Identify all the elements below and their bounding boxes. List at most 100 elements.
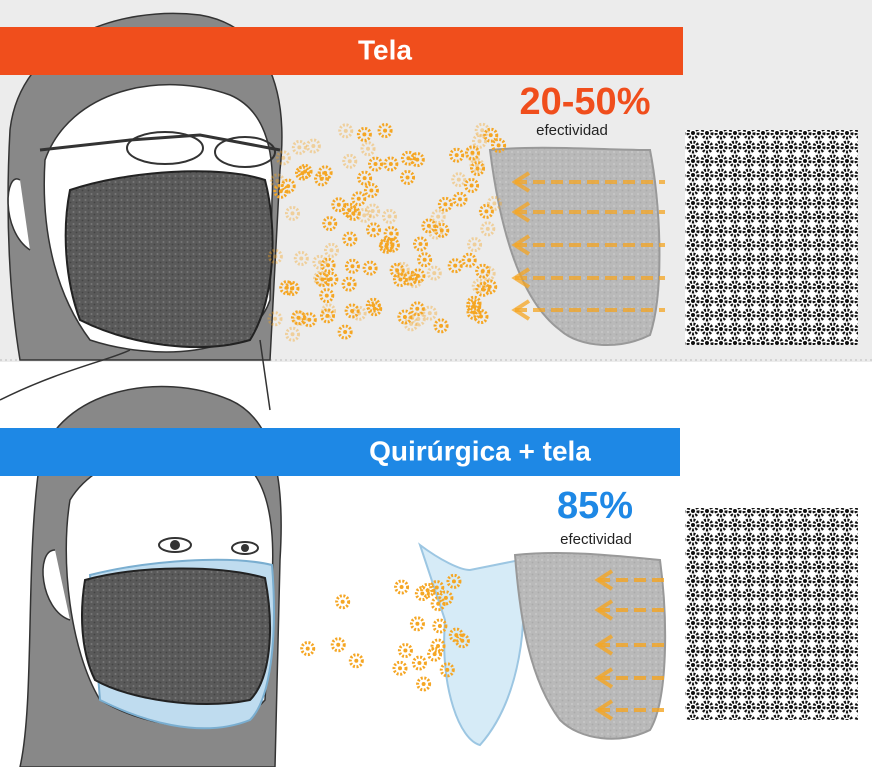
particle-core — [350, 308, 355, 313]
particle-core — [454, 153, 459, 158]
particle-core — [475, 163, 480, 168]
particle — [351, 305, 367, 321]
particle-core — [347, 159, 352, 164]
particle — [392, 660, 408, 676]
particle-core — [433, 230, 438, 235]
particle-core — [356, 196, 361, 201]
particle-core — [445, 667, 450, 672]
particle — [402, 270, 418, 286]
effectiveness-caption: efectividad — [536, 122, 608, 139]
particle — [427, 646, 443, 662]
particle — [473, 309, 489, 325]
particle-core — [311, 144, 316, 149]
particle-core — [454, 633, 459, 638]
particle — [323, 271, 339, 287]
particle — [314, 171, 330, 187]
particle-core — [469, 183, 474, 188]
particle-core — [326, 263, 331, 268]
particle-core — [368, 266, 373, 271]
particle — [294, 165, 310, 181]
particle — [366, 222, 382, 238]
arrow-head — [511, 299, 531, 321]
particle-core — [362, 213, 367, 218]
particle-core — [307, 317, 312, 322]
particle-core — [434, 585, 439, 590]
particle-core — [305, 646, 310, 651]
particle — [448, 627, 464, 643]
particle-core — [467, 258, 472, 263]
particle — [422, 305, 438, 321]
particle — [344, 258, 360, 274]
particle — [475, 263, 491, 279]
particle-core — [370, 208, 375, 213]
arrow-head — [594, 599, 614, 621]
particle-core — [299, 256, 304, 261]
particle — [403, 316, 419, 332]
particle-core — [290, 332, 295, 337]
particle — [486, 195, 502, 211]
effectiveness-percent: 20-50% — [520, 81, 651, 123]
particle-core — [415, 621, 420, 626]
particle — [409, 616, 425, 632]
particle — [284, 280, 300, 296]
particle-core — [492, 201, 497, 206]
particle-core — [451, 579, 456, 584]
particle-core — [488, 133, 493, 138]
particle-core — [443, 202, 448, 207]
fabric-pattern — [685, 508, 858, 720]
particle — [410, 268, 426, 284]
particle — [397, 309, 413, 325]
particle — [464, 177, 480, 193]
particle — [365, 203, 381, 219]
particle — [429, 580, 445, 596]
particle-core — [415, 306, 420, 311]
particle — [469, 157, 485, 173]
particle — [320, 257, 336, 273]
particle-core — [437, 623, 442, 628]
particle — [437, 196, 453, 212]
particle — [357, 170, 373, 186]
particle-core — [372, 306, 377, 311]
particle — [410, 311, 426, 327]
particle — [356, 207, 372, 223]
particle-core — [439, 323, 444, 328]
particle — [400, 169, 416, 185]
particle-core — [426, 223, 431, 228]
particle-core — [406, 156, 411, 161]
particle — [400, 150, 416, 166]
particle — [317, 165, 333, 181]
particle-core — [439, 228, 444, 233]
particle-core — [336, 642, 341, 647]
particle-core — [286, 184, 291, 189]
particle — [451, 172, 467, 188]
particle-core — [343, 128, 348, 133]
particle-core — [324, 293, 329, 298]
particle-core — [457, 197, 462, 202]
particle — [466, 295, 482, 311]
particle-core — [300, 171, 305, 176]
particle — [480, 265, 496, 281]
particle-core — [347, 236, 352, 241]
particle-core — [496, 143, 501, 148]
particle-core — [484, 209, 489, 214]
particle-core — [480, 128, 485, 133]
particle-core — [470, 150, 475, 155]
surgical-mask — [418, 542, 525, 747]
particle-core — [388, 161, 393, 166]
particle-core — [402, 314, 407, 319]
particle — [313, 270, 329, 286]
particle-core — [480, 287, 485, 292]
particle — [409, 301, 425, 317]
particle — [464, 145, 480, 161]
particle — [322, 216, 338, 232]
effectiveness-caption: efectividad — [560, 531, 632, 548]
arrow-head — [511, 267, 531, 289]
particle — [394, 261, 410, 277]
particle-core — [398, 277, 403, 282]
particle-core — [273, 316, 278, 321]
particle — [362, 260, 378, 276]
particle-core — [278, 189, 283, 194]
person-2 — [19, 385, 282, 767]
particle-core — [296, 315, 301, 320]
particle — [301, 312, 317, 328]
